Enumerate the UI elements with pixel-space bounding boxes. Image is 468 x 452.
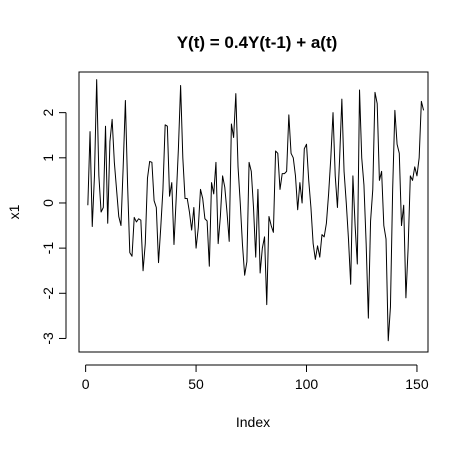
- x-tick-label: 150: [405, 376, 429, 392]
- y-tick-label: -3: [40, 332, 56, 345]
- chart-title: Y(t) = 0.4Y(t-1) + a(t): [177, 33, 338, 52]
- x-tick-label: 50: [188, 376, 204, 392]
- plot-frame: [78, 71, 429, 353]
- y-axis: -3 -2 -1 0 1 2: [40, 109, 67, 345]
- x-tick-label: 0: [82, 376, 90, 392]
- y-axis-label: x1: [6, 204, 22, 219]
- x-tick-label: 100: [295, 376, 319, 392]
- y-tick-label: -2: [40, 287, 56, 300]
- y-tick-label: 2: [40, 109, 56, 117]
- y-tick-label: 0: [40, 199, 56, 207]
- x-axis-label: Index: [236, 414, 270, 430]
- x-axis: 0 50 100 150: [82, 364, 429, 392]
- y-tick-label: 1: [40, 154, 56, 162]
- series-line: [87, 79, 425, 342]
- y-tick-label: -1: [40, 242, 56, 255]
